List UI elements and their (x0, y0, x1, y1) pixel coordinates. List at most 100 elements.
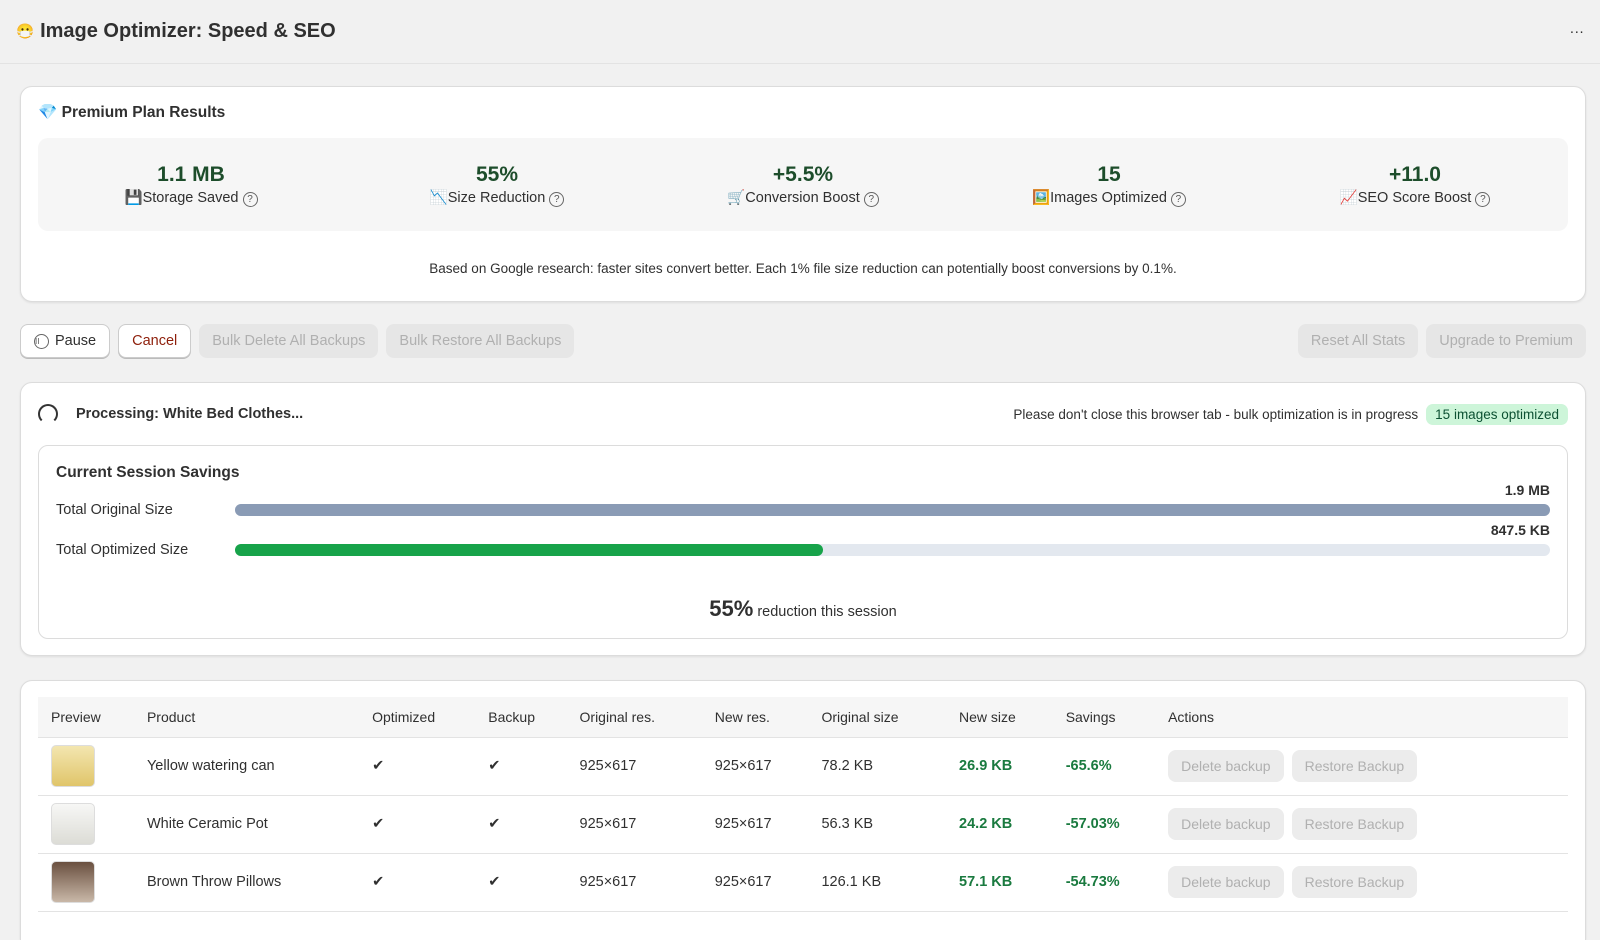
stat-icon: 📉 (429, 189, 448, 206)
cell (38, 853, 134, 912)
stat: +5.5% 🛒Conversion Boost? (650, 163, 956, 207)
action-button[interactable]: Delete backup (1168, 808, 1284, 840)
progress-card: Processing: White Bed Clothes... Please … (20, 382, 1586, 656)
stat-label-row: 📈SEO Score Boost? (1262, 189, 1568, 207)
stat: 15 🖼️Images Optimized? (956, 163, 1262, 207)
cell-new-res: 925×617 (701, 737, 809, 796)
help-icon[interactable]: ? (549, 191, 565, 207)
app-title: Image Optimizer: Speed & SEO (40, 20, 336, 42)
stat-label: Size Reduction (447, 189, 546, 206)
bar-label: Total Original Size (56, 502, 173, 518)
cell (38, 795, 134, 854)
cell-new-res: 925×617 (701, 853, 809, 912)
plan-card: 💎 Premium Plan Results 1.1 MB 💾Storage Sa… (20, 86, 1586, 302)
action-button[interactable]: Restore Backup (1291, 750, 1418, 782)
cell-backup: ✔ (475, 795, 567, 854)
stat-label-row: 🖼️Images Optimized? (956, 189, 1262, 207)
plan-icon: 💎 (38, 104, 58, 121)
summary-text: reduction this session (757, 604, 897, 620)
stat-icon: 🖼️ (1032, 189, 1051, 206)
action-button[interactable]: Restore Backup (1291, 866, 1418, 898)
column-header: New size (946, 697, 1053, 738)
stat-label: Storage Saved (142, 189, 239, 206)
cell-original-size: 126.1 KB (808, 853, 947, 912)
stat-icon: 📈 (1339, 189, 1358, 206)
action-button[interactable]: Delete backup (1168, 866, 1284, 898)
stat-label-row: 🛒Conversion Boost? (650, 189, 956, 207)
stat-label: Conversion Boost (745, 189, 860, 206)
bar-value: 847.5 KB (1490, 522, 1550, 538)
table-row: White Ceramic Pot ✔ ✔ 925×617 925×617 56.3 KB… (38, 795, 1568, 854)
cell-original-size: 56.3 KB (808, 795, 947, 854)
bar-label: Total Optimized Size (56, 542, 189, 558)
action-button[interactable]: Restore Backup (1291, 808, 1418, 840)
column-header: New res. (701, 697, 809, 738)
cell-optimized: ✔ (359, 737, 476, 796)
column-header: Backup (475, 697, 567, 738)
stat-label: SEO Score Boost (1357, 189, 1472, 206)
table-row: Yellow watering can ✔ ✔ 925×617 925×617 78.2 … (38, 737, 1568, 796)
plan-title: Premium Plan Results (61, 104, 226, 121)
column-header: Savings (1052, 697, 1156, 738)
cell-new-size: 24.2 KB (946, 795, 1053, 854)
badge: 15 images optimized (1426, 403, 1568, 425)
cancel-button[interactable]: Cancel (118, 324, 192, 358)
stat-value: 1.1 MB (157, 162, 225, 186)
help-icon[interactable]: ? (1170, 191, 1186, 207)
action-button[interactable]: Delete backup (1168, 750, 1284, 782)
page: 😷 Image Optimizer: Speed & SEO ··· 💎 Pre… (0, 20, 1600, 940)
cell-new-res: 925×617 (701, 795, 809, 854)
cell (38, 737, 134, 796)
app-icon: 😷 (16, 24, 35, 40)
stat: +11.0 📈SEO Score Boost? (1262, 163, 1568, 207)
cell-backup: ✔ (475, 853, 567, 912)
column-header: Product (133, 697, 360, 738)
cell-actions: Delete backup Restore Backup (1155, 853, 1568, 912)
cell-savings: -65.6% (1052, 737, 1156, 796)
cell-optimized: ✔ (359, 795, 476, 854)
upgrade-button[interactable]: Upgrade to Premium (1426, 324, 1586, 358)
stat-label-row: 📉Size Reduction? (344, 189, 650, 207)
cell-original-res: 925×617 (566, 737, 702, 796)
help-icon[interactable]: ? (863, 191, 879, 207)
column-header: Original res. (566, 697, 702, 738)
cell-actions: Delete backup Restore Backup (1155, 795, 1568, 854)
bulk-restore-button[interactable]: Bulk Restore All Backups (386, 324, 575, 358)
cell-actions: Delete backup Restore Backup (1155, 737, 1568, 796)
cell-original-res: 925×617 (566, 853, 702, 912)
cell-optimized: ✔ (359, 853, 476, 912)
stat-value: +5.5% (772, 162, 834, 186)
cell-savings: -57.03% (1052, 795, 1156, 854)
reset-button[interactable]: Reset All Stats (1297, 324, 1419, 358)
toolbar: II Pause Cancel Bulk Delete All Backups B… (20, 324, 1586, 358)
cell-product: White Ceramic Pot (133, 795, 360, 854)
images-table: Preview Product Optimized Backup Original re… (38, 697, 1568, 912)
help-icon[interactable]: ? (242, 191, 258, 207)
stat-label: Images Optimized (1050, 189, 1167, 206)
status: Processing: White Bed Clothes... (76, 406, 304, 422)
bar-fill (235, 544, 823, 556)
column-header: Original size (808, 697, 947, 738)
cell-new-size: 26.9 KB (946, 737, 1053, 796)
stat: 55% 📉Size Reduction? (344, 163, 650, 207)
cell-savings: -54.73% (1052, 853, 1156, 912)
spinner (38, 404, 58, 424)
stat-label-row: 💾Storage Saved? (38, 189, 344, 207)
stat-icon: 🛒 (727, 189, 746, 206)
column-header: Preview (38, 697, 134, 738)
help-icon[interactable]: ? (1475, 191, 1491, 207)
table-card: Preview Product Optimized Backup Original re… (20, 680, 1586, 940)
thumbnail (51, 803, 95, 845)
summary-value: 55% (709, 596, 754, 621)
stats: 1.1 MB 💾Storage Saved? 55% 📉Size Reduction?… (38, 138, 1568, 231)
stat-value: +11.0 (1389, 162, 1441, 186)
column-header: Actions (1155, 697, 1568, 738)
bulk-delete-button[interactable]: Bulk Delete All Backups (199, 324, 379, 358)
cell-new-size: 57.1 KB (946, 853, 1053, 912)
table-row: Brown Throw Pillows ✔ ✔ 925×617 925×617 126.1… (38, 853, 1568, 912)
stat-value: 55% (475, 162, 519, 186)
pause-button[interactable]: II Pause (20, 324, 111, 358)
notice: Please don't close this browser tab - bu… (1013, 406, 1419, 422)
cell-product: Yellow watering can (133, 737, 360, 796)
menu-button[interactable]: ··· (1569, 23, 1585, 40)
